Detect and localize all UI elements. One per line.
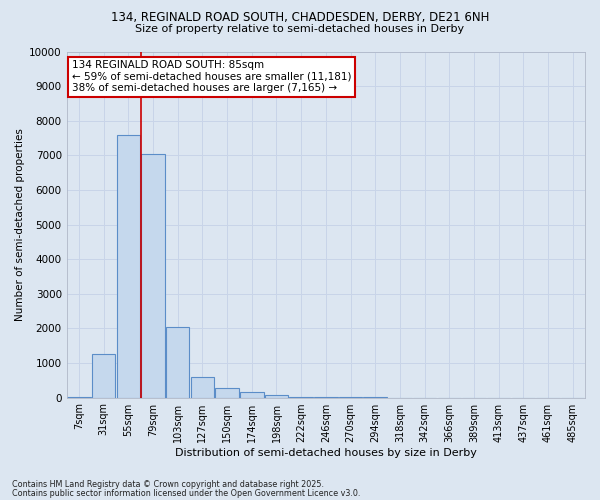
- X-axis label: Distribution of semi-detached houses by size in Derby: Distribution of semi-detached houses by …: [175, 448, 477, 458]
- Bar: [142, 154, 165, 398]
- Text: Contains public sector information licensed under the Open Government Licence v3: Contains public sector information licen…: [12, 489, 361, 498]
- Bar: [191, 377, 214, 398]
- Text: 134 REGINALD ROAD SOUTH: 85sqm
← 59% of semi-detached houses are smaller (11,181: 134 REGINALD ROAD SOUTH: 85sqm ← 59% of …: [72, 60, 352, 94]
- Y-axis label: Number of semi-detached properties: Number of semi-detached properties: [15, 128, 25, 321]
- Bar: [92, 354, 115, 398]
- Text: Contains HM Land Registry data © Crown copyright and database right 2025.: Contains HM Land Registry data © Crown c…: [12, 480, 324, 489]
- Bar: [67, 397, 91, 398]
- Bar: [289, 396, 313, 398]
- Text: Size of property relative to semi-detached houses in Derby: Size of property relative to semi-detach…: [136, 24, 464, 34]
- Bar: [240, 392, 263, 398]
- Bar: [116, 134, 140, 398]
- Bar: [166, 326, 190, 398]
- Bar: [265, 395, 288, 398]
- Text: 134, REGINALD ROAD SOUTH, CHADDESDEN, DERBY, DE21 6NH: 134, REGINALD ROAD SOUTH, CHADDESDEN, DE…: [111, 11, 489, 24]
- Bar: [215, 388, 239, 398]
